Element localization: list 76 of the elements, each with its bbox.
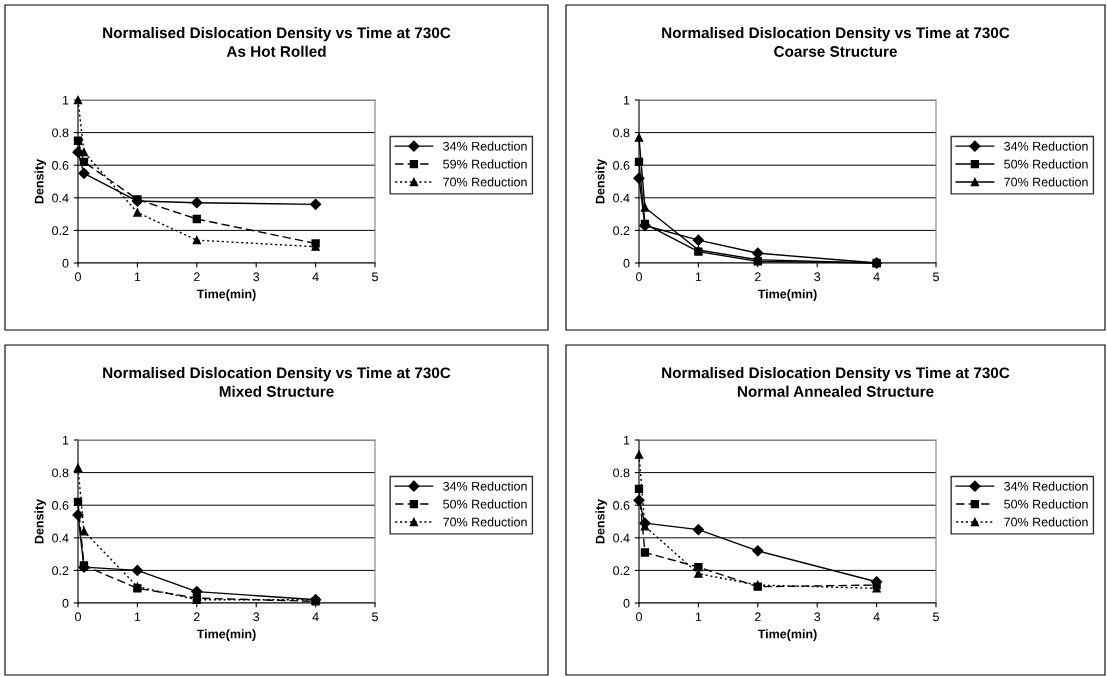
chart-subtitle: Coarse Structure: [774, 46, 897, 57]
x-tick-label: 2: [193, 272, 200, 282]
x-axis-title: Time(min): [196, 629, 256, 641]
x-axis-title: Time(min): [757, 629, 817, 641]
chart-subtitle: As Hot Rolled: [226, 45, 326, 57]
legend-label: 70% Reduction: [443, 177, 527, 187]
x-tick-label: 4: [312, 272, 319, 282]
y-tick-label: 1: [62, 435, 69, 445]
x-tick-label: 0: [75, 612, 81, 622]
y-axis-title: Density: [595, 498, 608, 544]
x-tick-label: 3: [253, 612, 260, 622]
x-tick-label: 1: [134, 272, 141, 282]
y-axis-title: Density: [34, 158, 47, 204]
x-tick-label: 5: [372, 272, 378, 282]
chart-title: Normalised Dislocation Density vs Time at 730C: [103, 367, 451, 382]
x-tick-label: 1: [695, 612, 702, 622]
y-tick-label: 0.4: [52, 193, 69, 203]
y-tick-label: 0: [623, 598, 630, 608]
legend-label: 34% Reduction: [1004, 141, 1088, 151]
x-tick-label: 3: [253, 272, 260, 282]
x-tick-label: 1: [134, 612, 141, 622]
y-tick-label: 0.6: [52, 161, 69, 170]
x-tick-label: 4: [873, 612, 880, 622]
y-tick-label: 1: [623, 95, 630, 105]
y-tick-label: 0.8: [613, 128, 630, 138]
y-axis-title: Density: [34, 498, 47, 544]
y-tick-label: 0.6: [52, 501, 69, 510]
y-tick-label: 0.4: [613, 193, 630, 203]
y-axis-title: Density: [595, 158, 608, 204]
y-tick-label: 0.8: [52, 128, 69, 138]
legend-label: 50% Reduction: [1004, 159, 1088, 169]
x-tick-label: 2: [193, 612, 200, 622]
x-tick-label: 0: [75, 272, 81, 282]
chart-title: Normalised Dislocation Density vs Time at 730C: [662, 367, 1010, 382]
y-tick-label: 0.8: [613, 468, 630, 478]
legend-label: 70% Reduction: [1004, 177, 1088, 187]
x-tick-label: 4: [873, 272, 880, 282]
y-tick-label: 0.4: [52, 533, 69, 543]
y-tick-label: 0.6: [613, 161, 630, 170]
y-tick-label: 0: [62, 258, 69, 268]
x-tick-label: 5: [372, 612, 378, 622]
x-tick-label: 1: [695, 272, 702, 282]
x-tick-label: 3: [814, 612, 821, 622]
legend-label: 50% Reduction: [1004, 499, 1088, 509]
y-tick-label: 0: [623, 258, 630, 268]
x-tick-label: 0: [636, 612, 642, 622]
chart-subtitle: Normal Annealed Structure: [737, 385, 934, 397]
x-tick-label: 4: [312, 612, 319, 622]
y-tick-label: 0.6: [613, 501, 630, 510]
y-tick-label: 0.4: [613, 533, 630, 543]
x-tick-label: 3: [814, 272, 821, 282]
y-tick-label: 0.2: [613, 226, 630, 236]
chart-title: Normalised Dislocation Density vs Time at 730C: [103, 27, 451, 42]
y-tick-label: 0.2: [52, 226, 69, 236]
legend-label: 50% Reduction: [443, 499, 527, 509]
legend-label: 70% Reduction: [443, 517, 527, 527]
x-axis-title: Time(min): [757, 289, 817, 301]
x-tick-label: 2: [754, 612, 761, 622]
x-tick-label: 2: [754, 272, 761, 282]
y-tick-label: 0.8: [52, 468, 69, 478]
x-tick-label: 5: [933, 612, 939, 622]
y-tick-label: 1: [62, 95, 69, 105]
y-tick-label: 0.2: [52, 566, 69, 576]
legend-label: 34% Reduction: [443, 481, 527, 491]
chart-title: Normalised Dislocation Density vs Time at 730C: [662, 27, 1010, 42]
chart-subtitle: Mixed Structure: [219, 385, 334, 397]
y-tick-label: 1: [623, 435, 630, 445]
legend-label: 59% Reduction: [443, 159, 527, 169]
legend-label: 34% Reduction: [1004, 481, 1088, 491]
x-tick-label: 0: [636, 272, 642, 282]
y-tick-label: 0.2: [613, 566, 630, 576]
legend-label: 70% Reduction: [1004, 517, 1088, 527]
y-tick-label: 0: [62, 598, 69, 608]
legend-label: 34% Reduction: [443, 141, 527, 151]
x-axis-title: Time(min): [196, 289, 256, 301]
x-tick-label: 5: [933, 272, 939, 282]
